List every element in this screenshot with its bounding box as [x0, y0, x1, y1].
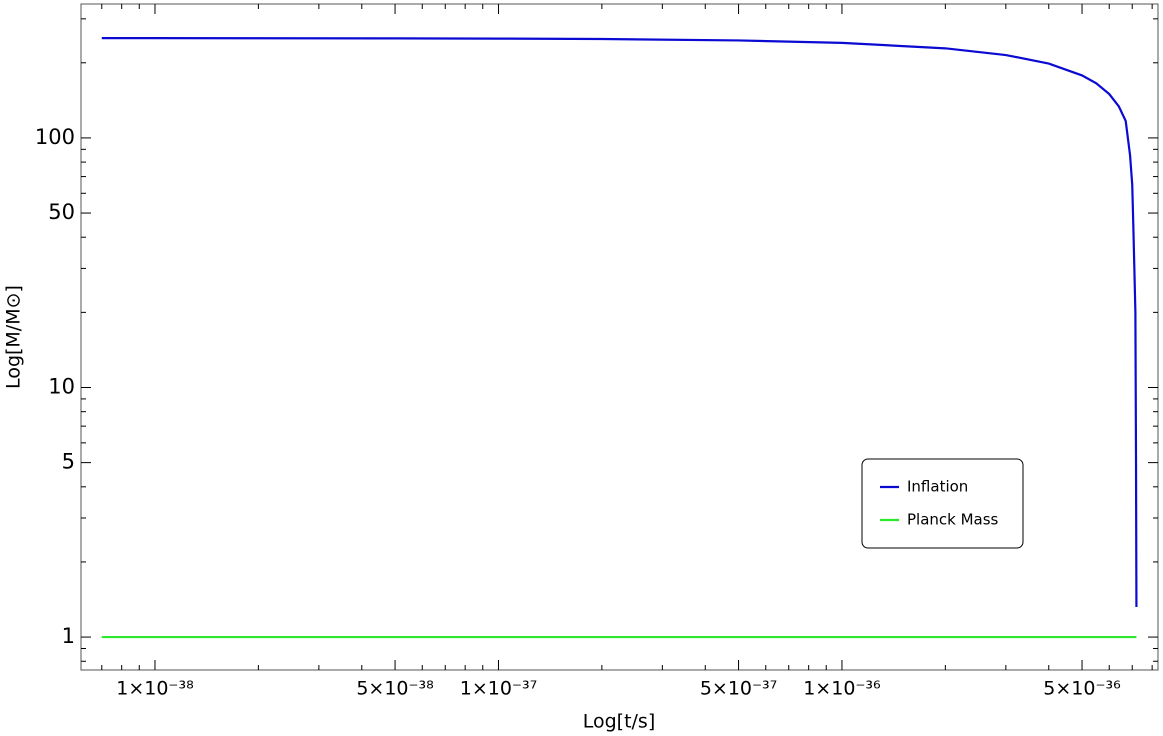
series-line — [101, 37, 1138, 607]
x-axis-label: Log[t/s] — [583, 711, 656, 733]
y-tick-label: 50 — [48, 200, 75, 224]
y-axis-label: Log[M/M⊙] — [3, 285, 25, 389]
x-tick-label: 1×10⁻³⁶ — [803, 678, 880, 700]
legend-box — [861, 458, 1024, 549]
legend-label: Planck Mass — [907, 511, 999, 529]
legend-label: Inflation — [907, 478, 968, 496]
x-tick-label: 1×10⁻³⁸ — [116, 678, 193, 700]
x-tick-label: 5×10⁻³⁶ — [1043, 678, 1120, 700]
y-tick-label: 5 — [62, 450, 75, 474]
x-tick-label: 5×10⁻³⁷ — [700, 678, 777, 700]
x-tick-label: 1×10⁻³⁷ — [460, 678, 537, 700]
x-tick-label: 5×10⁻³⁸ — [356, 678, 433, 700]
plot-frame — [80, 3, 1159, 671]
y-tick-label: 10 — [48, 374, 75, 398]
y-tick-label: 100 — [35, 125, 75, 149]
y-tick-label: 1 — [62, 624, 75, 648]
